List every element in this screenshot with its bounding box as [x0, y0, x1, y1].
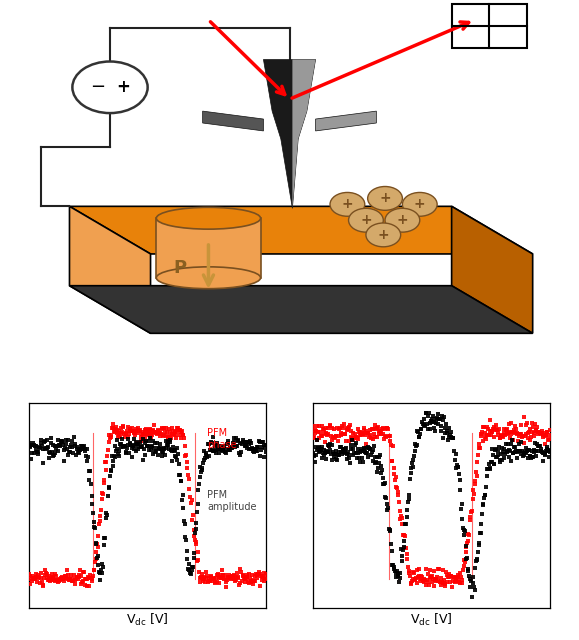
- Circle shape: [402, 193, 437, 216]
- Polygon shape: [156, 218, 261, 278]
- Text: +: +: [379, 191, 391, 205]
- Text: +: +: [414, 197, 426, 211]
- Polygon shape: [452, 206, 533, 333]
- Polygon shape: [263, 60, 316, 208]
- Polygon shape: [203, 111, 263, 131]
- Circle shape: [385, 208, 420, 232]
- Ellipse shape: [156, 267, 261, 289]
- Polygon shape: [69, 285, 533, 333]
- Ellipse shape: [156, 207, 261, 229]
- Circle shape: [366, 223, 401, 247]
- Text: PFM
phase: PFM phase: [207, 428, 237, 450]
- Circle shape: [368, 186, 402, 211]
- Text: P: P: [173, 259, 186, 277]
- Polygon shape: [292, 60, 316, 208]
- Text: +: +: [342, 197, 353, 211]
- Circle shape: [349, 208, 383, 232]
- Text: +: +: [397, 213, 408, 227]
- Text: PFM
amplitude: PFM amplitude: [207, 490, 256, 512]
- Bar: [452, 4, 527, 47]
- X-axis label: V$_{\mathregular{dc}}$ [V]: V$_{\mathregular{dc}}$ [V]: [410, 612, 453, 628]
- Text: +: +: [360, 213, 372, 227]
- Circle shape: [330, 193, 365, 216]
- Polygon shape: [316, 111, 376, 131]
- Polygon shape: [69, 206, 533, 254]
- Text: −: −: [90, 78, 105, 96]
- Text: +: +: [378, 228, 389, 242]
- X-axis label: V$_{\mathregular{dc}}$ [V]: V$_{\mathregular{dc}}$ [V]: [126, 612, 169, 628]
- Polygon shape: [69, 206, 151, 333]
- Text: +: +: [116, 78, 130, 96]
- Circle shape: [72, 61, 148, 113]
